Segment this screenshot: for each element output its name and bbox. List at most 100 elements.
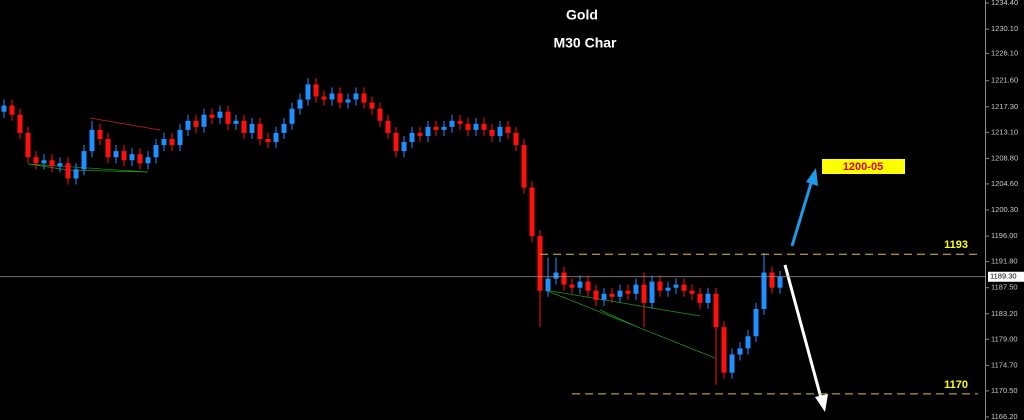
y-tick-label: 1221.60: [991, 76, 1018, 85]
candle-body: [393, 132, 399, 152]
candle-body: [273, 132, 279, 143]
candle: [433, 120, 439, 136]
candle-body: [433, 126, 439, 130]
candle: [1, 99, 7, 118]
candle: [305, 78, 311, 106]
candle: [201, 108, 207, 133]
candle-body: [649, 281, 655, 303]
candle-body: [97, 129, 103, 139]
candle: [657, 275, 663, 297]
candle-body: [105, 138, 111, 158]
candle-body: [337, 93, 343, 103]
candle-body: [465, 123, 471, 130]
candle: [521, 138, 527, 194]
candle: [465, 117, 471, 136]
candle-body: [777, 276, 783, 288]
candle: [681, 278, 687, 297]
candle-body: [521, 145, 527, 188]
level-label: 1193: [944, 239, 968, 251]
candle-body: [361, 93, 367, 103]
candle-body: [529, 187, 535, 237]
candle: [737, 342, 743, 361]
candle-body: [129, 154, 135, 161]
y-tick-label: 1170.50: [991, 386, 1018, 395]
candle: [25, 126, 31, 164]
candle-body: [737, 348, 743, 355]
candle: [393, 126, 399, 158]
candle-body: [601, 293, 607, 300]
candle: [593, 284, 599, 306]
candle-body: [9, 105, 15, 115]
candle: [249, 117, 255, 139]
candle-body: [65, 163, 71, 179]
candle: [473, 117, 479, 136]
candle-body: [137, 154, 143, 164]
candle-body: [489, 129, 495, 136]
candle: [193, 114, 199, 133]
arrows: [783, 168, 828, 412]
candle: [241, 114, 247, 139]
y-tick-label: 1174.70: [991, 360, 1018, 369]
candle: [369, 96, 375, 115]
level-label: 1170: [944, 379, 968, 391]
candle-body: [553, 272, 559, 279]
candle-body: [41, 160, 47, 164]
candle-body: [297, 99, 303, 109]
y-tick-label: 1200.30: [991, 205, 1018, 214]
candle-body: [537, 236, 543, 291]
candle: [153, 138, 159, 164]
candle: [97, 123, 103, 146]
y-tick-label: 1183.20: [991, 309, 1018, 318]
candle-body: [577, 281, 583, 288]
candle-body: [185, 120, 191, 130]
candle: [673, 278, 679, 294]
candle: [33, 151, 39, 170]
candle-body: [257, 123, 263, 139]
current-price-box: [988, 271, 1024, 282]
candle: [497, 120, 503, 143]
candle-body: [401, 142, 407, 152]
candle: [185, 114, 191, 136]
candle-body: [249, 123, 255, 133]
candle: [129, 148, 135, 167]
trend-line: [27, 163, 149, 173]
candle: [113, 145, 119, 164]
candle: [481, 117, 487, 136]
candle: [585, 275, 591, 297]
candle-body: [497, 126, 503, 136]
candle-body: [697, 293, 703, 303]
candle-body: [321, 96, 327, 100]
candle: [297, 93, 303, 115]
candle-body: [593, 290, 599, 300]
candle: [769, 266, 775, 294]
candle-body: [417, 132, 423, 136]
candle: [553, 257, 559, 285]
candle-body: [673, 284, 679, 288]
candle-body: [217, 111, 223, 118]
candle: [529, 181, 535, 243]
candle-body: [425, 126, 431, 136]
candle-body: [233, 120, 239, 124]
candle: [377, 102, 383, 127]
candle: [753, 302, 759, 343]
candle: [649, 275, 655, 309]
trend-line: [89, 117, 161, 131]
candle: [745, 330, 751, 355]
up-arrow-head: [806, 168, 818, 186]
candle: [89, 120, 95, 158]
candle-body: [409, 132, 415, 143]
up-arrow: [790, 179, 814, 247]
candle: [361, 87, 367, 109]
candle-body: [153, 145, 159, 158]
candle-body: [305, 84, 311, 100]
candle-body: [289, 108, 295, 124]
candle-body: [641, 284, 647, 303]
candle: [705, 287, 711, 309]
y-tick-label: 1179.00: [991, 334, 1018, 343]
candle: [137, 148, 143, 170]
candle-body: [345, 99, 351, 103]
candle: [345, 93, 351, 109]
candle: [697, 287, 703, 309]
